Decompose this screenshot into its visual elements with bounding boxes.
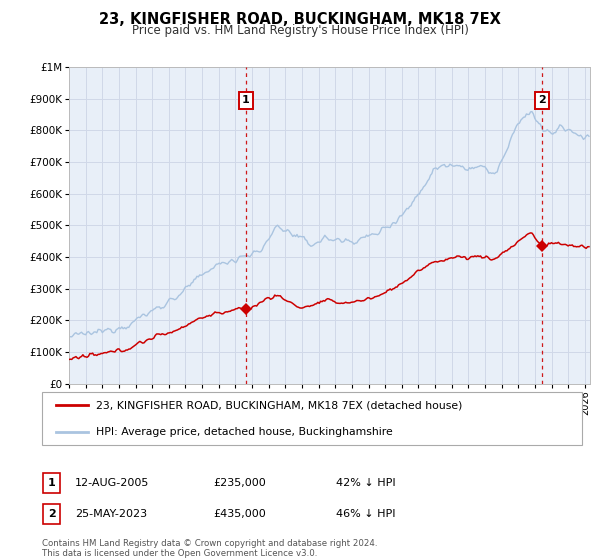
Text: 23, KINGFISHER ROAD, BUCKINGHAM, MK18 7EX (detached house): 23, KINGFISHER ROAD, BUCKINGHAM, MK18 7E… xyxy=(96,400,463,410)
Text: HPI: Average price, detached house, Buckinghamshire: HPI: Average price, detached house, Buck… xyxy=(96,427,393,437)
Text: £235,000: £235,000 xyxy=(213,478,266,488)
Text: Contains HM Land Registry data © Crown copyright and database right 2024.
This d: Contains HM Land Registry data © Crown c… xyxy=(42,539,377,558)
Text: 25-MAY-2023: 25-MAY-2023 xyxy=(75,509,147,519)
Text: 12-AUG-2005: 12-AUG-2005 xyxy=(75,478,149,488)
Text: 2: 2 xyxy=(48,509,55,519)
FancyBboxPatch shape xyxy=(43,504,60,524)
Text: 1: 1 xyxy=(242,95,250,105)
Text: 23, KINGFISHER ROAD, BUCKINGHAM, MK18 7EX: 23, KINGFISHER ROAD, BUCKINGHAM, MK18 7E… xyxy=(99,12,501,27)
FancyBboxPatch shape xyxy=(42,392,582,445)
FancyBboxPatch shape xyxy=(43,473,60,493)
Text: 1: 1 xyxy=(48,478,55,488)
Text: £435,000: £435,000 xyxy=(213,509,266,519)
Text: Price paid vs. HM Land Registry's House Price Index (HPI): Price paid vs. HM Land Registry's House … xyxy=(131,24,469,37)
Text: 42% ↓ HPI: 42% ↓ HPI xyxy=(336,478,395,488)
Text: 46% ↓ HPI: 46% ↓ HPI xyxy=(336,509,395,519)
Text: 2: 2 xyxy=(538,95,545,105)
